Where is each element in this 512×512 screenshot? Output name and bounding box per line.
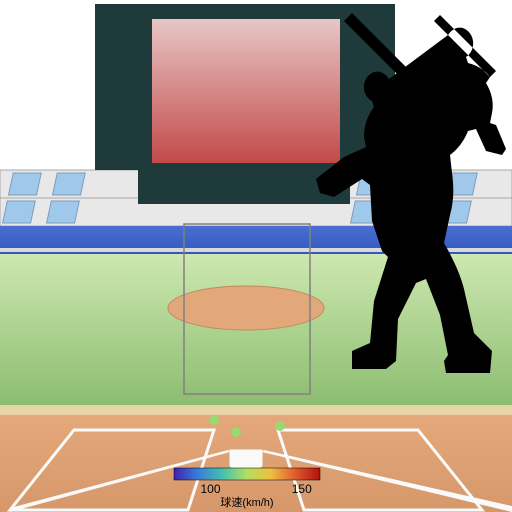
colorbar: [174, 468, 320, 480]
pitch-marker: [209, 415, 219, 425]
pitch-marker: [275, 421, 285, 431]
pitch-location-chart: 100 150 球速(km/h): [0, 0, 512, 512]
colorbar-label: 球速(km/h): [220, 495, 273, 509]
warning-track: [0, 405, 512, 415]
scoreboard-screen: [152, 19, 340, 163]
stadium-window: [9, 173, 42, 195]
scoreboard-base: [138, 170, 350, 204]
pitchers-mound: [168, 286, 324, 330]
colorbar-tick: 100: [200, 482, 220, 496]
stadium-window: [47, 201, 80, 223]
stadium-window: [3, 201, 36, 223]
pitch-marker: [231, 427, 241, 437]
colorbar-tick: 150: [292, 482, 312, 496]
stadium-window: [53, 173, 86, 195]
